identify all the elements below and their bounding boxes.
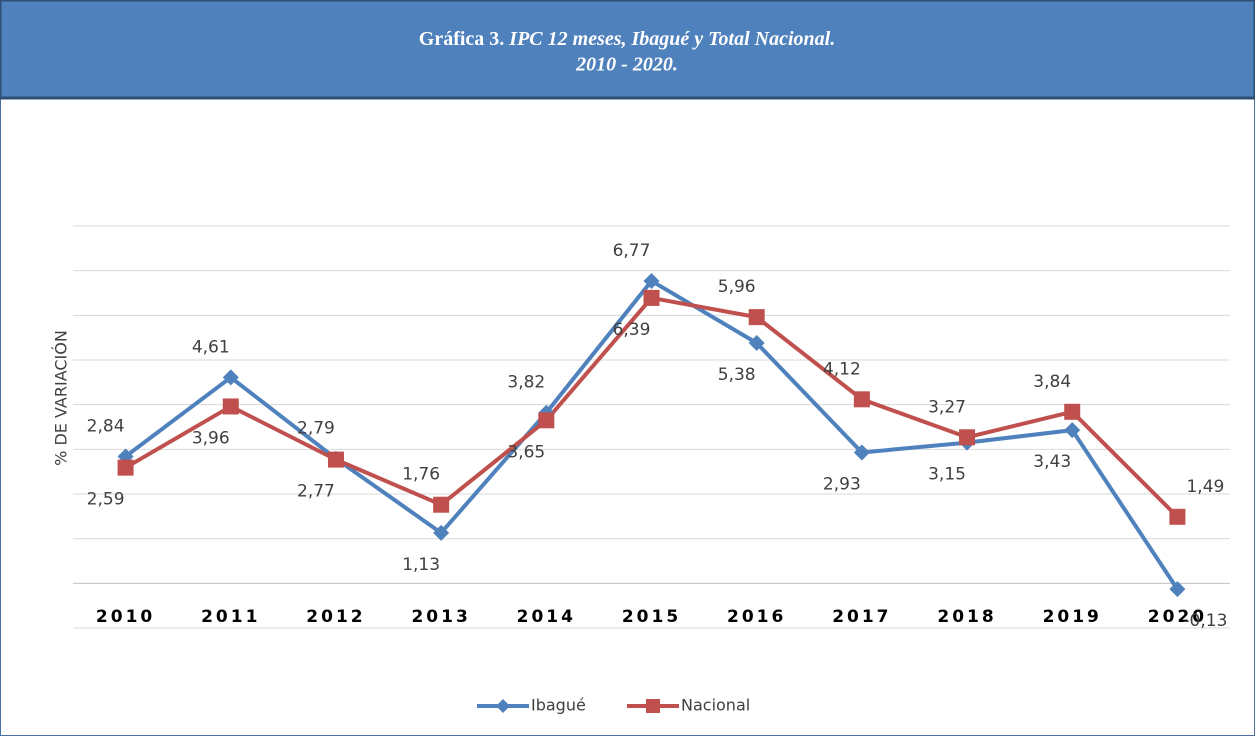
legend-label: Nacional [681,696,750,715]
x-tick-label: 2017 [832,607,891,627]
data-point [538,412,555,429]
x-tick-label: 2018 [937,607,996,627]
data-label: 3,43 [1033,452,1071,472]
data-label: 1,13 [402,555,440,575]
x-tick-label: 2020 [1148,607,1207,627]
y-axis-label: % DE VARIACIÓN [52,330,71,466]
data-point [643,289,660,306]
x-tick-label: 2016 [727,607,786,627]
data-label: 3,96 [192,428,230,448]
x-tick-label: 2015 [622,607,681,627]
x-tick-label: 2013 [411,607,470,627]
data-point [959,429,976,446]
data-label: 2,93 [823,474,861,494]
data-label: 3,15 [928,465,966,485]
data-point [327,451,344,468]
data-point [1064,422,1081,439]
x-tick-label: 2010 [96,607,155,627]
data-label: 3,27 [928,397,966,417]
data-label: 2,59 [87,490,125,510]
chart-title: Gráfica 3. IPC 12 meses, Ibagué y Total … [419,28,835,50]
data-label: 2,77 [297,482,335,502]
data-label: 1,76 [402,465,440,485]
legend-label: Ibagué [531,696,586,715]
subtitle: IPC 12 meses, Ibagué y Total Nacional. [508,28,835,50]
data-label: 6,77 [613,241,651,261]
data-label: 4,61 [192,337,230,357]
x-tick-label: 2012 [306,607,365,627]
data-label: 2,79 [297,419,335,439]
subtitle-2: 2010 - 2020. [575,54,678,76]
data-point [748,309,765,326]
data-label: 2,84 [87,416,125,436]
legend-marker [646,699,660,713]
data-point [853,391,870,408]
data-point [222,369,239,386]
data-label: 5,38 [718,365,756,385]
data-point [222,398,239,415]
title-label: Gráfica 3. [419,28,505,50]
data-point [1064,403,1081,420]
header-band [0,0,1255,100]
data-point [433,524,450,541]
x-tick-label: 2014 [517,607,576,627]
data-label: 3,82 [507,373,545,393]
data-label: 5,96 [718,277,756,297]
data-point [853,444,870,461]
data-point [117,459,134,476]
data-label: 3,84 [1033,372,1071,392]
data-label: 3,65 [507,442,545,462]
x-tick-label: 2019 [1043,607,1102,627]
data-label: -0,13 [1183,611,1227,631]
data-label: 4,12 [823,359,861,379]
data-label: 1,49 [1186,477,1224,497]
data-label: 6,39 [613,320,651,340]
legend-marker [496,699,510,713]
x-tick-label: 2011 [201,607,260,627]
data-point [748,335,765,352]
data-point [433,496,450,513]
data-point [1169,508,1186,525]
data-point [643,272,660,289]
data-point [1169,581,1186,598]
